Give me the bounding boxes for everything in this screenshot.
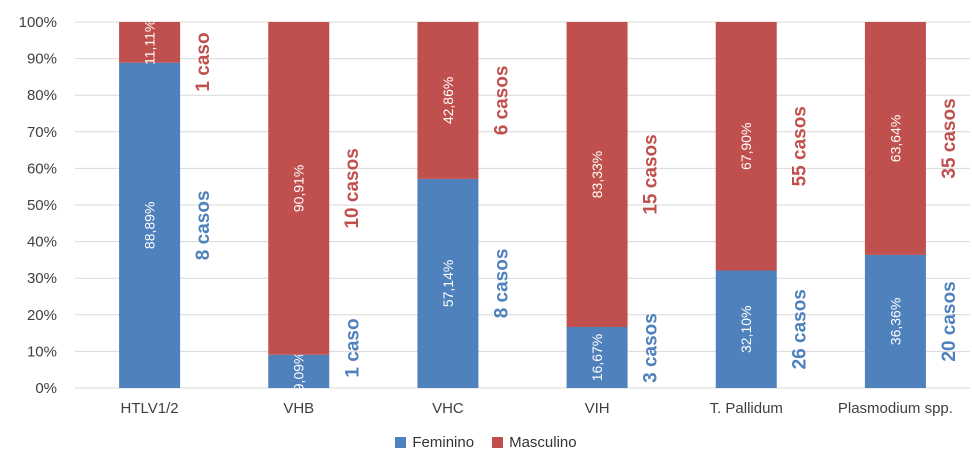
- legend-swatch-masculino: [492, 437, 504, 448]
- x-tick-label: HTLV1/2: [121, 400, 179, 417]
- y-tick-label: 70%: [27, 124, 57, 141]
- bar-segment-masculino: [566, 22, 628, 327]
- data-label: 9,09%: [291, 352, 307, 392]
- legend-swatch-feminino: [395, 437, 407, 448]
- y-tick-label: 60%: [27, 160, 57, 177]
- data-label: 11,11%: [142, 20, 158, 65]
- data-label: 63,64%: [887, 115, 903, 162]
- legend-item-feminino: Feminino: [395, 434, 474, 451]
- bar-segment-feminino: [715, 270, 777, 388]
- legend-label-feminino: Feminino: [412, 434, 475, 451]
- x-tick-label: VIH: [585, 400, 610, 417]
- data-label: 36,36%: [887, 298, 903, 345]
- bar-segment-masculino: [417, 22, 479, 179]
- y-tick-label: 10%: [27, 343, 57, 360]
- data-label: 57,14%: [440, 260, 456, 307]
- data-label: 16,67%: [589, 334, 605, 381]
- case-count-label: 20 casos: [939, 281, 960, 361]
- y-tick-label: 40%: [27, 234, 57, 251]
- y-tick-label: 80%: [27, 87, 57, 104]
- y-tick-label: 100%: [19, 14, 57, 31]
- legend: Feminino Masculino: [0, 434, 972, 451]
- x-tick-label: VHC: [432, 400, 464, 417]
- stacked-bar-chart: 0% 10% 20% 30% 40% 50% 60% 70% 80% 90% 100% HTLV1/2…: [19, 14, 970, 417]
- bar-segment-masculino: [715, 22, 777, 271]
- y-tick-label: 90%: [27, 51, 57, 68]
- case-count-label: 35 casos: [939, 98, 960, 178]
- legend-label-masculino: Masculino: [509, 434, 577, 451]
- bar-segment-feminino: [864, 254, 926, 388]
- case-count-label: 3 casos: [641, 313, 662, 383]
- data-label: 67,90%: [738, 123, 754, 170]
- case-count-label: 15 casos: [641, 134, 662, 214]
- case-count-label: 10 casos: [342, 148, 363, 228]
- data-label: 42,86%: [440, 77, 456, 124]
- bar-segment-masculino: [268, 22, 330, 355]
- data-label: 83,33%: [589, 151, 605, 198]
- y-tick-label: 30%: [27, 270, 57, 287]
- case-count-label: 8 casos: [193, 190, 214, 260]
- legend-item-masculino: Masculino: [492, 434, 577, 451]
- data-label: 88,89%: [142, 202, 158, 249]
- bar-segment-masculino: [864, 22, 926, 255]
- x-tick-label: Plasmodium spp.: [838, 400, 953, 417]
- case-count-label: 1 caso: [193, 32, 214, 91]
- x-tick-label: T. Pallidum: [710, 400, 783, 417]
- case-count-label: 26 casos: [790, 289, 811, 369]
- data-label: 32,10%: [738, 306, 754, 353]
- bar-segment-feminino: [119, 62, 181, 389]
- case-count-label: 55 casos: [790, 106, 811, 186]
- case-count-label: 1 caso: [342, 318, 363, 377]
- case-count-label: 6 casos: [491, 66, 512, 136]
- bar-segment-feminino: [268, 354, 330, 388]
- bar-segment-feminino: [566, 326, 628, 388]
- y-tick-label: 20%: [27, 307, 57, 324]
- case-count-label: 8 casos: [491, 249, 512, 319]
- bar-segment-masculino: [119, 22, 181, 63]
- y-tick-label: 0%: [35, 380, 57, 397]
- x-tick-label: VHB: [283, 400, 314, 417]
- bar-segment-feminino: [417, 178, 479, 388]
- data-label: 90,91%: [291, 165, 307, 212]
- y-tick-label: 50%: [27, 197, 57, 214]
